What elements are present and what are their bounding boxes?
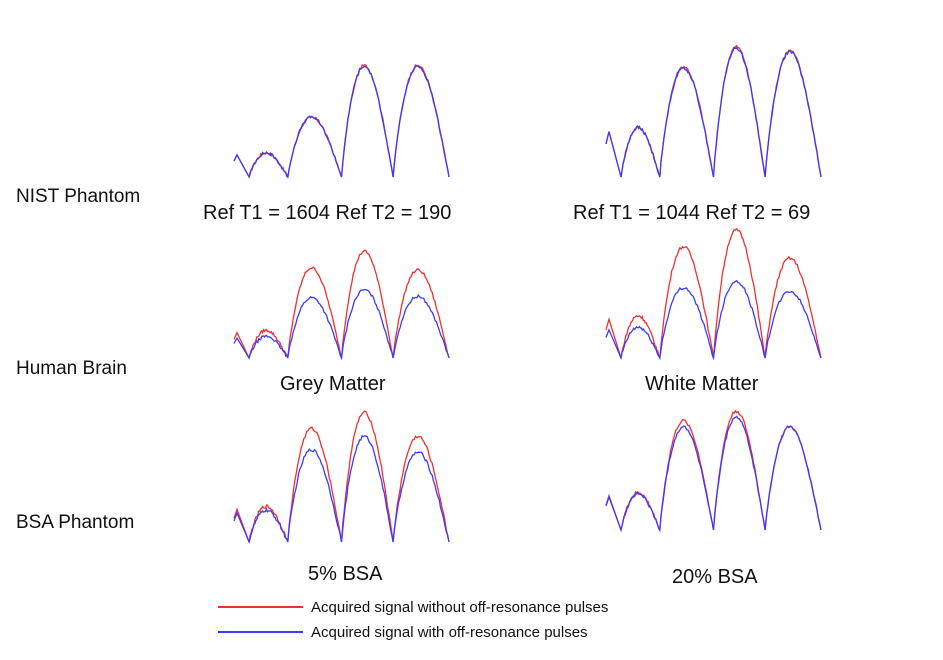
caption-brain-right: White Matter xyxy=(645,373,759,395)
series-red-line-nist-left xyxy=(233,63,450,180)
legend-label-blue: Acquired signal with off-resonance pulse… xyxy=(311,623,588,641)
legend-swatch-blue xyxy=(218,631,303,633)
caption-brain-left: Grey Matter xyxy=(280,373,386,395)
panel-nist-right xyxy=(605,44,822,178)
caption-nist-right: Ref T1 = 1044 Ref T2 = 69 xyxy=(573,202,811,224)
series-blue-line-brain-left xyxy=(233,288,450,361)
series-blue-line-bsa-right xyxy=(605,415,822,533)
caption-bsa-right: 20% BSA xyxy=(672,566,758,588)
panel-brain-left xyxy=(233,249,450,361)
series-red-line-brain-right xyxy=(605,227,822,361)
signal-plots xyxy=(233,44,822,544)
series-blue-line-nist-left xyxy=(233,65,450,179)
panel-nist-left xyxy=(233,63,450,180)
legend: Acquired signal without off-resonance pu… xyxy=(218,596,738,644)
series-red-line-brain-left xyxy=(233,249,450,360)
row-label-nist: NIST Phantom xyxy=(16,186,141,207)
series-red-line-bsa-right xyxy=(605,409,822,533)
legend-item-blue: Acquired signal with off-resonance pulse… xyxy=(218,621,588,643)
legend-item-red: Acquired signal without off-resonance pu… xyxy=(218,596,608,618)
series-blue-line-nist-right xyxy=(605,46,822,178)
series-red-line-nist-right xyxy=(605,44,822,178)
legend-swatch-red xyxy=(218,606,303,608)
row-label-bsa: BSA Phantom xyxy=(16,512,135,533)
panel-bsa-left xyxy=(233,410,450,544)
legend-label-red: Acquired signal without off-resonance pu… xyxy=(311,598,609,616)
panel-brain-right xyxy=(605,227,822,361)
series-blue-line-bsa-left xyxy=(233,434,450,544)
series-blue-line-brain-right xyxy=(605,279,822,361)
series-red-line-bsa-left xyxy=(233,410,450,543)
caption-nist-left: Ref T1 = 1604 Ref T2 = 190 xyxy=(203,202,452,224)
caption-bsa-left: 5% BSA xyxy=(308,563,383,585)
row-label-brain: Human Brain xyxy=(16,358,127,379)
panel-bsa-right xyxy=(605,409,822,533)
